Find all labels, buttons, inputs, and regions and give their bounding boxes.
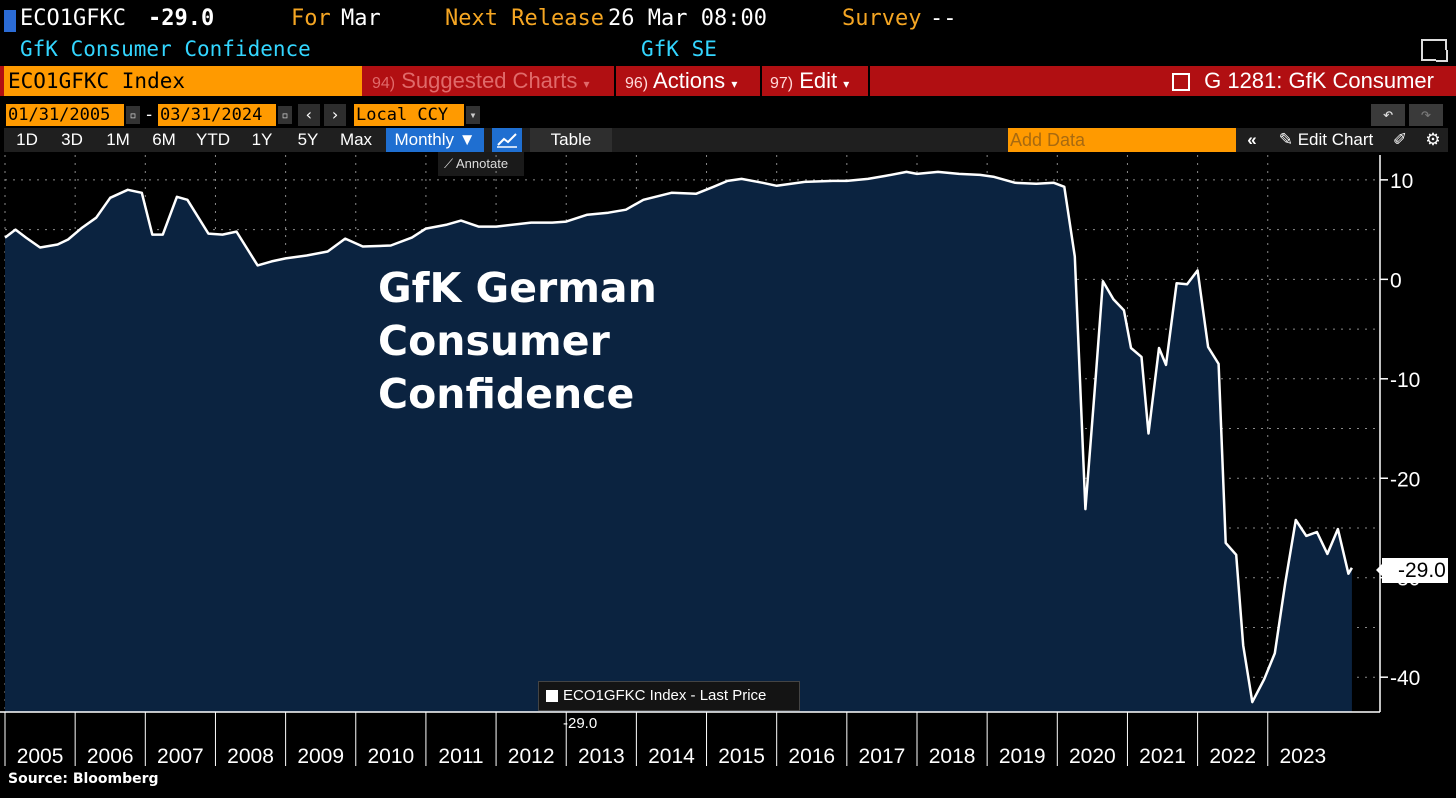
- series-name: GfK Consumer Confidence: [20, 37, 311, 61]
- x-tick-label: 2021: [1139, 745, 1186, 768]
- source-note: Source: Bloomberg: [8, 771, 159, 787]
- x-tick-label: 2010: [367, 745, 414, 768]
- range-1d-button[interactable]: 1D: [16, 130, 38, 149]
- y-tick-label: -10: [1390, 369, 1420, 392]
- actions-button[interactable]: 96) Actions ▾: [625, 68, 738, 93]
- quote-header: ECO1GFKC -29.0 For Mar Next Release 26 M…: [0, 4, 1456, 34]
- last-value: -29.0: [148, 6, 215, 31]
- series-line: [4, 170, 1353, 704]
- range-max-button[interactable]: Max: [339, 130, 373, 149]
- range-1y-button[interactable]: 1Y: [251, 130, 273, 149]
- x-tick-label: 2019: [999, 745, 1046, 768]
- x-tick-label: 2018: [929, 745, 976, 768]
- x-tick-label: 2006: [87, 745, 134, 768]
- x-tick-label: 2009: [297, 745, 344, 768]
- chevron-down-icon: ▾: [583, 77, 590, 91]
- legend-swatch: [546, 690, 558, 702]
- next-period-icon[interactable]: ›: [324, 104, 346, 126]
- last-price-tag: -29.0: [1376, 558, 1448, 583]
- chart-id-link[interactable]: G 1281: GfK Consumer: [1172, 66, 1434, 96]
- series-area: [5, 171, 1352, 712]
- range-1m-button[interactable]: 1M: [106, 130, 130, 149]
- x-tick-label: 2012: [508, 745, 555, 768]
- edit-chart-button[interactable]: ✎ Edit Chart: [1278, 130, 1374, 149]
- security-indicator: [4, 10, 16, 32]
- for-label: For: [291, 6, 331, 31]
- x-tick-label: 2013: [578, 745, 625, 768]
- calendar-icon[interactable]: ▫: [126, 106, 140, 124]
- security-input[interactable]: ECO1GFKC Index: [4, 66, 362, 96]
- x-tick-label: 2020: [1069, 745, 1116, 768]
- y-tick-label: -40: [1390, 667, 1420, 690]
- chevron-down-icon: ▾: [843, 77, 850, 91]
- x-tick-label: 2011: [438, 745, 483, 768]
- undo-icon[interactable]: ↶: [1371, 104, 1405, 126]
- periodicity-select[interactable]: Monthly ▼: [386, 128, 484, 152]
- chart-settings-icon[interactable]: ✐: [1392, 130, 1408, 149]
- add-data-input[interactable]: Add Data: [1008, 128, 1236, 152]
- survey-value: --: [930, 6, 957, 31]
- y-tick-label: 0: [1390, 269, 1402, 292]
- x-tick-label: 2007: [157, 745, 204, 768]
- line-chart-icon[interactable]: [492, 128, 522, 152]
- end-date-input[interactable]: 03/31/2024: [158, 104, 276, 126]
- y-ticks: 100-10-20-30-40: [1380, 170, 1420, 690]
- start-date-input[interactable]: 01/31/2005: [6, 104, 124, 126]
- annotate-button[interactable]: ⟋ Annotate: [438, 152, 524, 176]
- y-tick-label: -20: [1390, 468, 1420, 491]
- edit-button[interactable]: 97) Edit ▾: [770, 68, 850, 93]
- range-3d-button[interactable]: 3D: [61, 130, 83, 149]
- y-tick-label: 10: [1390, 170, 1413, 193]
- x-tick-label: 2005: [17, 745, 64, 768]
- popout-icon[interactable]: [1421, 39, 1448, 62]
- ticker-label: ECO1GFKC: [20, 6, 126, 31]
- external-link-icon: [1172, 73, 1191, 91]
- gear-icon[interactable]: ⚙: [1425, 130, 1441, 149]
- x-tick-label: 2017: [859, 745, 906, 768]
- redo-icon[interactable]: ↷: [1409, 104, 1443, 126]
- x-tick-label: 2008: [227, 745, 274, 768]
- x-tick-label: 2015: [718, 745, 765, 768]
- collapse-icon[interactable]: «: [1247, 130, 1257, 149]
- chevron-down-icon: ▾: [731, 77, 738, 91]
- chart-svg[interactable]: 100-10-20-30-40 200520062007200820092010…: [0, 150, 1456, 770]
- range-6m-button[interactable]: 6M: [152, 130, 176, 149]
- survey-label: Survey: [842, 6, 922, 31]
- suggested-charts-button[interactable]: 94) Suggested Charts ▾: [372, 68, 590, 93]
- table-button[interactable]: Table: [530, 128, 612, 152]
- divider: [614, 66, 616, 96]
- command-bar: ECO1GFKC Index 94) Suggested Charts ▾ 96…: [0, 66, 1456, 96]
- date-controls: 01/31/2005 ▫ - 03/31/2024 ▫ ‹ › Local CC…: [0, 104, 1456, 126]
- x-tick-label: 2023: [1279, 745, 1326, 768]
- x-ticks: 2005 2006 2007 2008 2009 2010 2011 2012 2013 2014…: [4, 712, 1326, 768]
- source-name: GfK SE: [641, 37, 717, 61]
- x-tick-label: 2014: [648, 745, 695, 768]
- range-5y-button[interactable]: 5Y: [297, 130, 319, 149]
- pencil-icon: ⟋: [444, 156, 454, 171]
- x-tick-label: 2022: [1209, 745, 1256, 768]
- chart-legend[interactable]: ECO1GFKC Index - Last Price -29.0: [538, 681, 800, 732]
- pencil-icon: ✎: [1278, 130, 1293, 149]
- series-header: GfK Consumer Confidence GfK SE: [0, 35, 1456, 63]
- range-ytd-button[interactable]: YTD: [196, 130, 230, 149]
- next-release-value: 26 Mar 08:00: [608, 6, 767, 31]
- currency-select[interactable]: Local CCY: [354, 104, 464, 126]
- x-tick-label: 2016: [788, 745, 835, 768]
- for-value: Mar: [341, 6, 381, 31]
- range-toolbar: 1D 3D 1M 6M YTD 1Y 5Y Max Monthly ▼ Tabl…: [0, 128, 1456, 152]
- prev-period-icon[interactable]: ‹: [298, 104, 320, 126]
- chart-title: GfK German Consumer Confidence: [378, 264, 657, 418]
- date-separator: -: [144, 105, 155, 125]
- chevron-down-icon[interactable]: ▾: [466, 106, 480, 124]
- divider: [868, 66, 870, 96]
- divider: [760, 66, 762, 96]
- next-release-label: Next Release: [445, 6, 604, 31]
- calendar-icon[interactable]: ▫: [278, 106, 292, 124]
